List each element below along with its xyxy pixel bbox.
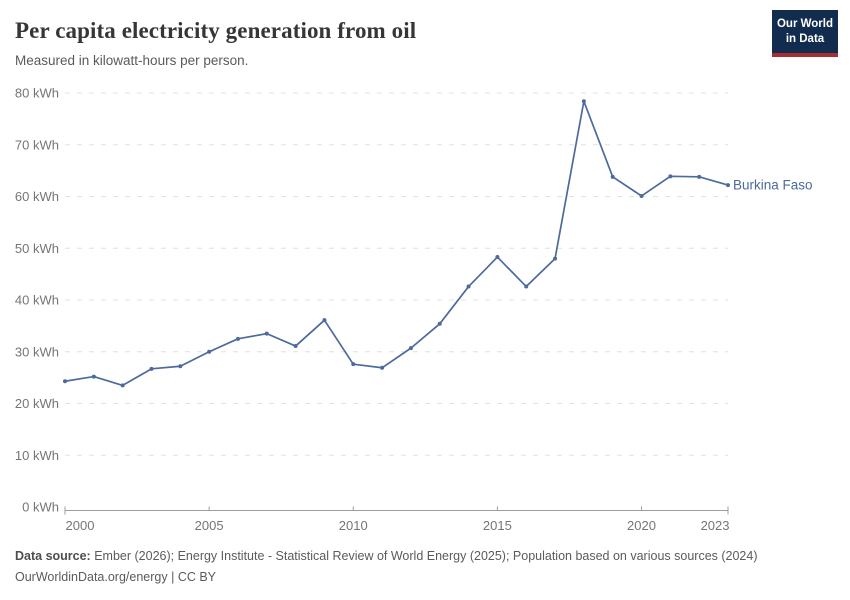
data-point <box>437 321 442 326</box>
data-point <box>466 284 471 289</box>
data-point <box>495 255 500 260</box>
data-point <box>697 174 702 179</box>
x-axis-tick-label: 2010 <box>339 518 368 533</box>
data-source-label: Data source: <box>15 549 91 563</box>
owid-url-link[interactable]: OurWorldinData.org/energy <box>15 570 168 584</box>
data-point <box>553 256 558 261</box>
data-point <box>668 174 673 179</box>
chart-subtitle: Measured in kilowatt-hours per person. <box>15 53 249 68</box>
x-axis-tick-label: 2005 <box>195 518 224 533</box>
y-axis-tick-label: 50 kWh <box>15 241 59 256</box>
data-source-text: Ember (2026); Energy Institute - Statist… <box>90 549 758 563</box>
y-axis-tick-label: 80 kWh <box>15 86 59 101</box>
data-point <box>524 284 529 289</box>
owid-logo-line1: Our World <box>776 18 833 30</box>
y-axis-tick-label: 0 kWh <box>22 500 59 515</box>
series-line-burkina-faso[interactable] <box>64 100 729 387</box>
owid-logo-line2: in Data <box>785 32 825 45</box>
data-point <box>610 174 615 179</box>
data-point <box>207 349 212 354</box>
data-point <box>149 366 154 371</box>
y-axis-tick-label: 20 kWh <box>15 396 59 411</box>
data-point <box>639 193 644 198</box>
chart-footer: Data source: Ember (2026); Energy Instit… <box>15 546 835 588</box>
data-point <box>581 99 586 104</box>
data-point <box>91 374 96 379</box>
x-axis-tick-label: 2023 <box>701 518 730 533</box>
x-axis-tick-label: 2020 <box>627 518 656 533</box>
page-title: Per capita electricity generation from o… <box>15 18 417 43</box>
data-point <box>293 344 298 349</box>
data-point <box>235 336 240 341</box>
y-axis-tick-label: 40 kWh <box>15 293 59 308</box>
x-axis-tick-label: 2015 <box>483 518 512 533</box>
data-point <box>351 362 356 367</box>
y-axis-tick-label: 10 kWh <box>15 448 59 463</box>
x-axis-tick-label: 2000 <box>66 518 95 533</box>
license-text: | CC BY <box>167 570 217 584</box>
data-point <box>380 365 385 370</box>
y-axis-tick-label: 60 kWh <box>15 189 59 204</box>
data-point <box>264 331 269 336</box>
license-line: OurWorldinData.org/energy | CC BY <box>15 567 835 588</box>
header-text-block: Per capita electricity generation from o… <box>15 10 416 68</box>
data-point <box>63 379 67 384</box>
y-axis-tick-label: 30 kWh <box>15 344 59 359</box>
data-source-line: Data source: Ember (2026); Energy Instit… <box>15 546 835 567</box>
entity-label[interactable]: Burkina Faso <box>733 178 813 193</box>
chart-header: Per capita electricity generation from o… <box>15 10 838 68</box>
data-point <box>120 383 125 388</box>
owid-logo[interactable]: Our World in Data <box>772 10 838 57</box>
data-point <box>322 318 327 323</box>
data-point <box>178 364 183 369</box>
data-point <box>408 346 413 351</box>
y-axis-tick-label: 70 kWh <box>15 137 59 152</box>
data-point <box>726 183 730 188</box>
